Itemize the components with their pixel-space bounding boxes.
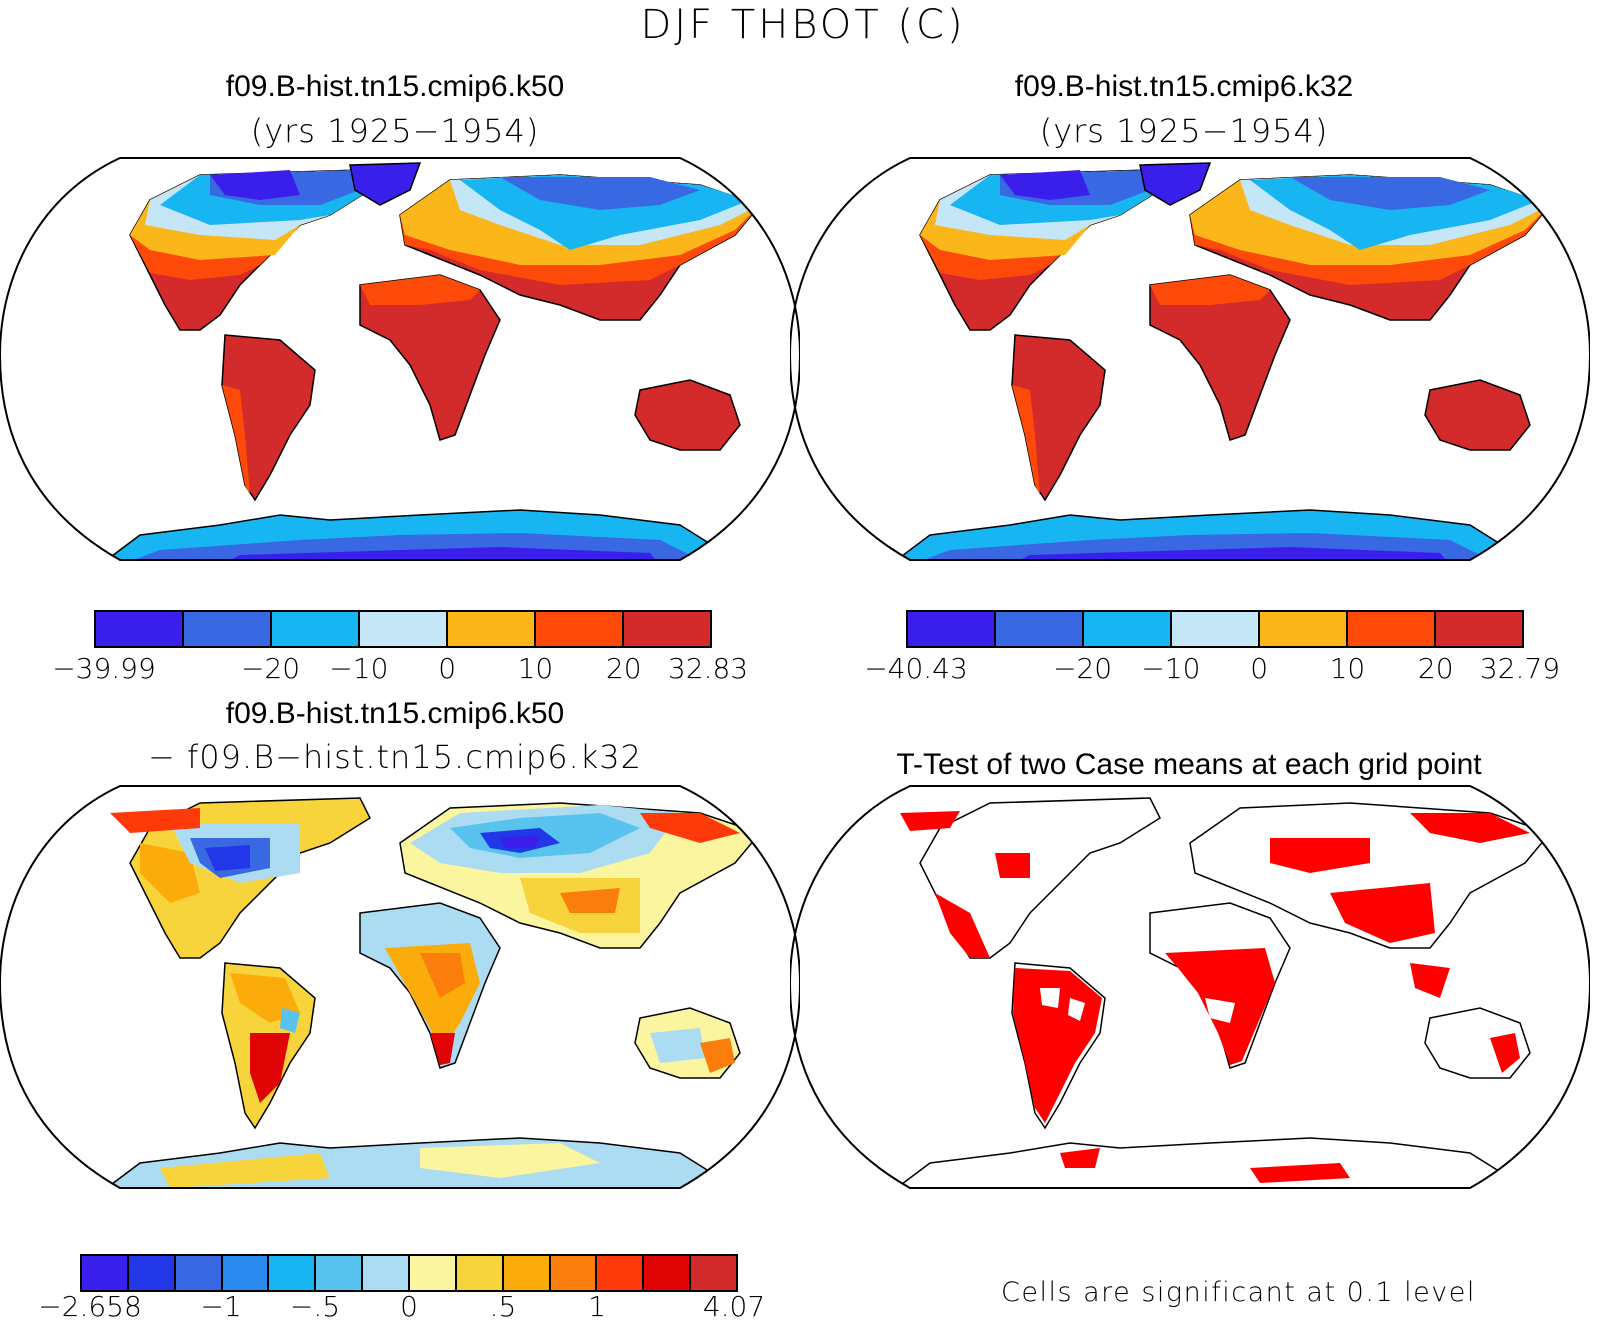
significance-note: Cells are significant at 0.1 level: [1001, 1277, 1476, 1308]
colorbar-swatch: [184, 612, 272, 646]
colorbar-swatch: [1260, 612, 1348, 646]
colorbar-tick-label: −20: [241, 652, 301, 685]
colorbar-swatch: [536, 612, 624, 646]
colorbar-tick-label: 4.07: [702, 1290, 766, 1323]
colorbar-swatch: [1436, 612, 1522, 646]
colorbar-case2: [906, 610, 1524, 648]
colorbar-tick-label: −10: [1141, 652, 1201, 685]
colorbar-tick-label: −20: [1053, 652, 1113, 685]
panel-difference-subtitle: − f09.B−hist.tn15.cmip6.k32: [148, 738, 642, 776]
colorbar-swatch: [222, 1256, 270, 1290]
colorbar-tick-label: −40.43: [864, 652, 968, 685]
colorbar-swatch: [360, 612, 448, 646]
map-case1: [0, 157, 800, 561]
colorbar-swatch: [82, 1256, 129, 1290]
colorbar-tick-label: 32.79: [1479, 652, 1561, 685]
colorbar-tick-label: 1: [588, 1290, 606, 1323]
panel-case2-subtitle: (yrs 1925−1954): [1039, 112, 1329, 150]
colorbar-tick-label: 10: [1329, 652, 1366, 685]
figure-title: DJF THBOT (C): [640, 2, 966, 48]
colorbar-tick-label: 32.83: [667, 652, 749, 685]
panel-case1-title: f09.B-hist.tn15.cmip6.k50: [225, 70, 565, 103]
colorbar-tick-label: −1: [200, 1290, 242, 1323]
colorbar-swatch: [410, 1256, 457, 1290]
panel-case2-title: f09.B-hist.tn15.cmip6.k32: [1014, 70, 1354, 103]
colorbar-swatch: [1084, 612, 1172, 646]
colorbar-swatch: [644, 1256, 692, 1290]
panel-case1-subtitle: (yrs 1925−1954): [250, 112, 540, 150]
colorbar-tick-label: −10: [329, 652, 389, 685]
colorbar-case1: [94, 610, 712, 648]
colorbar-swatch: [456, 1256, 504, 1290]
colorbar-tick-label: 0: [1250, 652, 1269, 685]
colorbar-swatch: [1172, 612, 1260, 646]
colorbar-tick-label: .5: [489, 1290, 517, 1323]
colorbar-swatch: [269, 1256, 317, 1290]
map-case2: [790, 157, 1590, 561]
colorbar-case1-ticks: −39.99 −20 −10 0 10 20 32.83: [52, 652, 748, 688]
colorbar-swatch: [448, 612, 536, 646]
colorbar-tick-label: 0: [438, 652, 457, 685]
colorbar-swatch: [128, 1256, 176, 1290]
colorbar-swatch: [96, 612, 184, 646]
colorbar-swatch: [316, 1256, 364, 1290]
colorbar-tick-label: −2.658: [38, 1290, 142, 1323]
colorbar-swatch: [503, 1256, 551, 1290]
map-difference: [0, 785, 800, 1189]
colorbar-swatch: [175, 1256, 223, 1290]
colorbar-swatch: [908, 612, 996, 646]
greenland-land: [349, 162, 422, 206]
colorbar-swatch: [597, 1256, 645, 1290]
panel-difference-title: f09.B-hist.tn15.cmip6.k50: [225, 697, 565, 730]
colorbar-swatch: [691, 1256, 737, 1290]
colorbar-swatch: [272, 612, 360, 646]
australia-land: [634, 379, 741, 451]
colorbar-tick-label: −39.99: [52, 652, 156, 685]
colorbar-tick-label: 20: [605, 652, 642, 685]
colorbar-difference: [80, 1254, 738, 1292]
colorbar-tick-label: 10: [517, 652, 554, 685]
colorbar-swatch: [550, 1256, 598, 1290]
colorbar-swatch: [1348, 612, 1436, 646]
colorbar-swatch: [363, 1256, 411, 1290]
colorbar-tick-label: −.5: [289, 1290, 341, 1323]
colorbar-difference-ticks: −2.658 −1 −.5 0 .5 1 4.07: [38, 1290, 765, 1326]
colorbar-tick-label: 0: [400, 1290, 418, 1323]
colorbar-case2-ticks: −40.43 −20 −10 0 10 20 32.79: [864, 652, 1560, 688]
colorbar-swatch: [996, 612, 1084, 646]
colorbar-tick-label: 20: [1417, 652, 1454, 685]
panel-ttest-title: T-Test of two Case means at each grid po…: [896, 748, 1482, 781]
map-ttest: [790, 785, 1590, 1189]
colorbar-swatch: [624, 612, 710, 646]
